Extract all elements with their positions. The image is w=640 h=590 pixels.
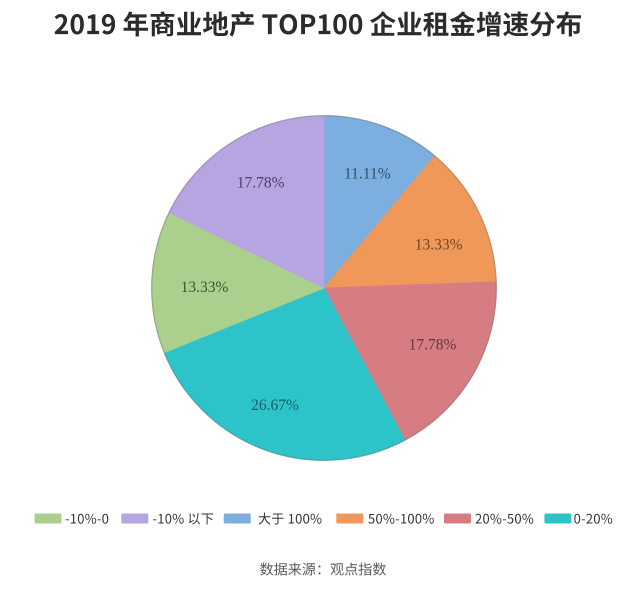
svg-text:13.33%: 13.33% — [415, 237, 463, 254]
svg-text:17.78%: 17.78% — [237, 175, 285, 192]
svg-text:17.78%: 17.78% — [409, 337, 457, 354]
svg-text:26.67%: 26.67% — [251, 397, 299, 414]
svg-text:13.33%: 13.33% — [181, 279, 229, 296]
svg-text:11.11%: 11.11% — [344, 165, 391, 182]
